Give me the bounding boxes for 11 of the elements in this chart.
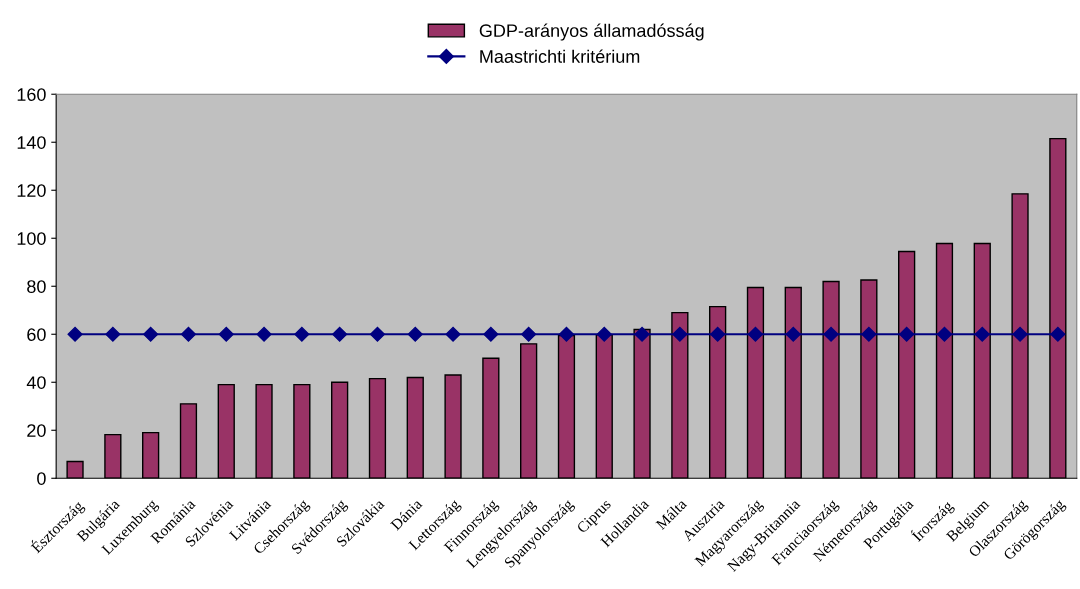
y-tick-label: 0 bbox=[37, 472, 46, 485]
legend-label: Maastrichti kritérium bbox=[480, 49, 640, 63]
y-tick-label: 100 bbox=[17, 232, 46, 245]
y-tick-label: 80 bbox=[27, 280, 46, 293]
y-tick-label: 20 bbox=[27, 424, 46, 437]
y-tick-label: 60 bbox=[27, 328, 46, 341]
y-tick-label: 160 bbox=[17, 88, 46, 101]
y-tick-label: 40 bbox=[26, 376, 46, 389]
legend-label: GDP-arányos államadósság bbox=[479, 23, 704, 41]
y-tick-label: 140 bbox=[17, 136, 46, 149]
y-tick-label: 120 bbox=[17, 184, 46, 197]
